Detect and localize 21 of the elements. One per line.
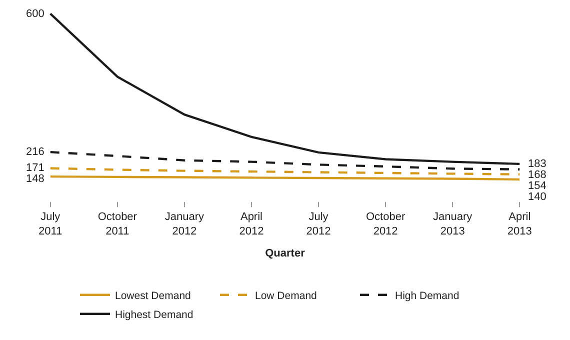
x-tick-label: October 2011 — [98, 211, 138, 238]
data-label: 216 — [26, 146, 44, 158]
legend-label: Highest Demand — [115, 308, 194, 321]
x-tick-label: October 2012 — [366, 211, 406, 238]
x-tick-label: January 2012 — [164, 211, 205, 238]
data-label: 168 — [528, 169, 546, 181]
data-label: 600 — [26, 8, 44, 20]
legend-label: Low Demand — [255, 290, 318, 302]
x-tick-label: April 2012 — [239, 211, 264, 238]
x-axis-title: Quarter — [265, 248, 306, 260]
x-tick-label: July 2012 — [306, 211, 331, 238]
x-tick-label: January 2013 — [433, 211, 473, 238]
data-label: 140 — [528, 191, 546, 203]
data-label: 183 — [528, 158, 546, 170]
x-tick-label: April 2013 — [507, 211, 532, 238]
data-label: 148 — [26, 173, 44, 185]
data-label: 171 — [26, 162, 44, 174]
legend-label: High Demand — [395, 290, 460, 302]
legend-label: Lowest Demand — [115, 290, 192, 302]
x-tick-label: July 2011 — [38, 211, 62, 238]
data-label: 154 — [528, 180, 546, 192]
